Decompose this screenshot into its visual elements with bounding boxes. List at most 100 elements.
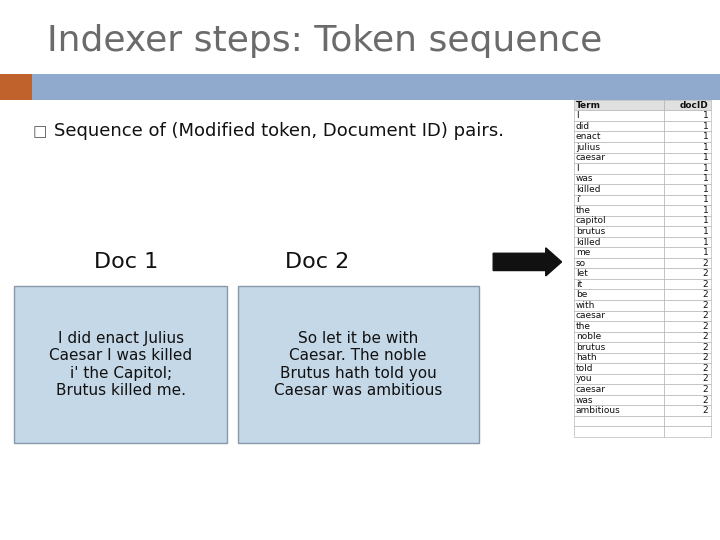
Text: caesar: caesar [576, 311, 606, 320]
Text: 1: 1 [703, 238, 708, 247]
Text: 2: 2 [703, 311, 708, 320]
Text: 1: 1 [703, 132, 708, 141]
Bar [574, 237, 664, 247]
Bar [664, 121, 711, 131]
Text: did: did [576, 122, 590, 131]
Text: with: with [576, 301, 595, 310]
Bar [664, 279, 711, 289]
Text: julius: julius [576, 143, 600, 152]
Bar [574, 342, 664, 353]
Bar [664, 268, 711, 279]
Bar [664, 237, 711, 247]
Text: hath: hath [576, 353, 597, 362]
Text: 2: 2 [703, 374, 708, 383]
Bar [664, 342, 711, 353]
Text: enact: enact [576, 132, 601, 141]
Text: I did enact Julius
Caesar I was killed
i' the Capitol;
Brutus killed me.: I did enact Julius Caesar I was killed i… [49, 331, 192, 398]
Bar [574, 142, 664, 152]
Bar [664, 321, 711, 332]
Text: 2: 2 [703, 301, 708, 310]
Text: 1: 1 [703, 153, 708, 163]
Bar [664, 153, 711, 163]
Bar [574, 332, 664, 342]
Text: 2: 2 [703, 395, 708, 404]
Text: the: the [576, 322, 591, 331]
Bar [574, 310, 664, 321]
Text: 2: 2 [703, 269, 708, 278]
Bar [574, 395, 664, 405]
Text: Term: Term [576, 100, 601, 110]
Text: 1: 1 [703, 185, 708, 194]
Bar [664, 226, 711, 237]
Bar [664, 131, 711, 142]
Bar [664, 163, 711, 174]
Bar [574, 258, 664, 268]
Text: so: so [576, 259, 586, 268]
Bar [238, 286, 479, 443]
Bar [664, 258, 711, 268]
Text: I: I [576, 111, 579, 120]
Bar [574, 111, 664, 121]
Bar [664, 205, 711, 215]
Bar [574, 153, 664, 163]
Text: be: be [576, 290, 588, 299]
Text: So let it be with
Caesar. The noble
Brutus hath told you
Caesar was ambitious: So let it be with Caesar. The noble Brut… [274, 331, 442, 398]
Bar [664, 300, 711, 310]
Text: 1: 1 [703, 164, 708, 173]
Bar [664, 111, 711, 121]
Text: docID: docID [680, 100, 708, 110]
Bar [664, 416, 711, 427]
Text: let: let [576, 269, 588, 278]
Bar [574, 300, 664, 310]
Bar [574, 184, 664, 195]
Text: 1: 1 [703, 195, 708, 205]
Bar [574, 174, 664, 184]
Text: 1: 1 [703, 227, 708, 236]
Text: 1: 1 [703, 248, 708, 257]
Text: Indexer steps: Token sequence: Indexer steps: Token sequence [47, 24, 602, 58]
Text: it: it [576, 280, 582, 289]
Bar [574, 321, 664, 332]
Text: 1: 1 [703, 174, 708, 184]
Text: □: □ [32, 124, 47, 139]
Text: caesar: caesar [576, 385, 606, 394]
Bar [574, 363, 664, 374]
Bar [574, 247, 664, 258]
Bar [574, 216, 664, 226]
Bar [574, 427, 664, 437]
Bar [664, 353, 711, 363]
FancyArrow shape [493, 248, 562, 276]
Bar [0, 74, 32, 100]
Text: you: you [576, 374, 593, 383]
Text: 2: 2 [703, 280, 708, 289]
Bar [664, 310, 711, 321]
Text: 2: 2 [703, 290, 708, 299]
Bar [574, 163, 664, 174]
Bar [664, 374, 711, 384]
Text: caesar: caesar [576, 153, 606, 163]
Text: the: the [576, 206, 591, 215]
Bar [664, 142, 711, 152]
Text: 2: 2 [703, 406, 708, 415]
Text: Doc 1: Doc 1 [94, 252, 158, 272]
Text: brutus: brutus [576, 227, 606, 236]
Text: 2: 2 [703, 343, 708, 352]
Text: 1: 1 [703, 217, 708, 226]
Bar [664, 100, 711, 111]
Text: was: was [576, 395, 593, 404]
Text: me: me [576, 248, 590, 257]
Bar [664, 174, 711, 184]
Bar [574, 131, 664, 142]
Bar [574, 226, 664, 237]
Bar [574, 416, 664, 427]
Bar [574, 279, 664, 289]
Bar [574, 289, 664, 300]
Text: ambitious: ambitious [576, 406, 621, 415]
Bar [664, 195, 711, 205]
Bar [664, 427, 711, 437]
Bar [664, 216, 711, 226]
Bar [574, 384, 664, 395]
Text: 1: 1 [703, 122, 708, 131]
Text: killed: killed [576, 185, 600, 194]
Bar [574, 121, 664, 131]
